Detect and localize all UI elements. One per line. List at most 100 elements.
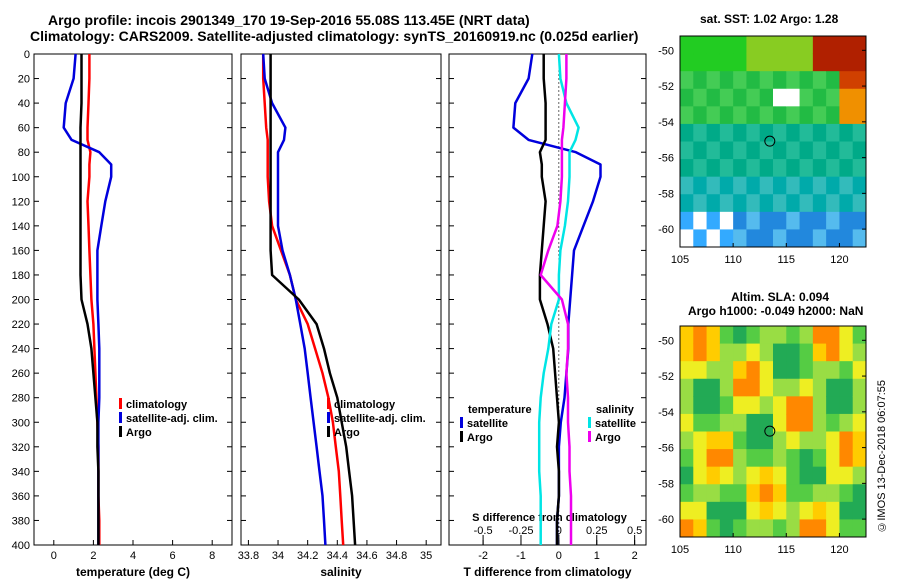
temperature-tick-label: 0 bbox=[51, 550, 57, 562]
sst-map-cell bbox=[773, 106, 787, 125]
sla-map-cell bbox=[786, 431, 801, 450]
sla-map-cell bbox=[826, 431, 840, 450]
sla-map-cell bbox=[680, 519, 694, 538]
sst-map-cell bbox=[852, 176, 867, 195]
sla-map-cell bbox=[759, 343, 774, 362]
sla-map-cell bbox=[719, 343, 734, 362]
depth-tick-label: 400 bbox=[12, 540, 30, 552]
sla-map-cell bbox=[733, 484, 747, 503]
sst-map-cell bbox=[799, 88, 814, 107]
sst-map-cell bbox=[693, 53, 708, 72]
depth-tick-label: 160 bbox=[12, 245, 30, 257]
sst-map-cell bbox=[693, 194, 708, 213]
sla-map-cell bbox=[680, 431, 694, 450]
sla-map-cell bbox=[680, 413, 694, 432]
sst-map-cell bbox=[706, 71, 721, 90]
sla-map-cell bbox=[719, 501, 734, 520]
sst-map-cell bbox=[719, 141, 734, 160]
difference-axis-label: T difference from climatology bbox=[463, 565, 631, 579]
sst-map-cell bbox=[680, 211, 694, 230]
sla-map-cell bbox=[759, 501, 774, 520]
depth-tick-label: 340 bbox=[12, 466, 30, 478]
sla-map-cell bbox=[706, 378, 721, 397]
sla-map-cell bbox=[733, 431, 747, 450]
sst-map-cell bbox=[706, 176, 721, 195]
sst-map-cell bbox=[799, 211, 814, 230]
legend-temperature-title: temperature bbox=[468, 404, 532, 416]
sla-map-cell bbox=[826, 413, 840, 432]
salinity-tick-label: 34.2 bbox=[297, 550, 318, 562]
sla-map-cell bbox=[719, 396, 734, 415]
sla-map-cell bbox=[706, 501, 721, 520]
sst-map-cell bbox=[826, 229, 840, 248]
sst-map-cell bbox=[773, 36, 787, 55]
sla-map-cell bbox=[706, 343, 721, 362]
sdiff-tick-label: 0.25 bbox=[586, 525, 607, 537]
sla-map-cell bbox=[839, 449, 854, 468]
sst-map-cell bbox=[786, 229, 801, 248]
sla-map-cell bbox=[680, 449, 694, 468]
sst-map-cell bbox=[786, 36, 801, 55]
sla-lat-label: -56 bbox=[658, 443, 674, 455]
sla-map-cell bbox=[759, 431, 774, 450]
salinity-tick-label: 35 bbox=[420, 550, 432, 562]
sla-map-cell bbox=[693, 326, 708, 345]
sla-map-cell bbox=[812, 449, 827, 468]
sla-map-cell bbox=[799, 431, 814, 450]
depth-tick-label: 100 bbox=[12, 172, 30, 184]
difference-series-4 bbox=[539, 54, 573, 545]
sla-lat-label: -60 bbox=[658, 514, 674, 526]
sla-map-cell bbox=[719, 361, 734, 380]
temperature-tick-label: 6 bbox=[170, 550, 176, 562]
sst-map-cell bbox=[680, 176, 694, 195]
sla-lat-label: -54 bbox=[658, 407, 674, 419]
sla-map-title-1: Altim. SLA: 0.094 bbox=[731, 290, 830, 304]
sla-map-cell bbox=[852, 413, 867, 432]
sst-map-cell bbox=[773, 159, 787, 178]
sst-map-cell bbox=[759, 159, 774, 178]
sst-map-cell bbox=[719, 71, 734, 90]
sst-map-cell bbox=[719, 176, 734, 195]
sst-map-cell bbox=[759, 106, 774, 125]
sst-map-cell bbox=[826, 36, 840, 55]
sst-map-cell bbox=[826, 53, 840, 72]
sla-map-cell bbox=[773, 396, 787, 415]
sla-map-cell bbox=[773, 501, 787, 520]
sdiff-tick-label: -0.25 bbox=[508, 525, 533, 537]
sla-map-cell bbox=[786, 343, 801, 362]
salinity-legend-swatch bbox=[327, 412, 330, 423]
sla-map-cell bbox=[733, 449, 747, 468]
sla-map-cell bbox=[799, 361, 814, 380]
sla-map-cell bbox=[812, 484, 827, 503]
sst-map-cell bbox=[759, 229, 774, 248]
sla-map-cell bbox=[826, 396, 840, 415]
sst-map-cell bbox=[706, 211, 721, 230]
sla-map-cell bbox=[746, 449, 761, 468]
sst-map-cell bbox=[693, 71, 708, 90]
sst-map-cell bbox=[826, 159, 840, 178]
sla-map-cell bbox=[852, 431, 867, 450]
sst-map-cell bbox=[826, 123, 840, 142]
sla-map-cell bbox=[693, 378, 708, 397]
sst-map-cell bbox=[693, 229, 708, 248]
sst-map-cell bbox=[786, 71, 801, 90]
sla-map-cell bbox=[773, 361, 787, 380]
sla-map-cell bbox=[839, 378, 854, 397]
sla-map-cell bbox=[826, 484, 840, 503]
sst-map-cell bbox=[852, 71, 867, 90]
sst-map-cell bbox=[759, 53, 774, 72]
sst-map-cell bbox=[759, 176, 774, 195]
sst-map-cell bbox=[852, 106, 867, 125]
tdiff-tick-label: -1 bbox=[516, 550, 526, 562]
sst-map-cell bbox=[759, 123, 774, 142]
sst-map-cell bbox=[852, 123, 867, 142]
sst-map-cell bbox=[786, 106, 801, 125]
depth-tick-label: 140 bbox=[12, 221, 30, 233]
sst-map-cell bbox=[746, 106, 761, 125]
sla-map-cell bbox=[786, 413, 801, 432]
depth-tick-label: 180 bbox=[12, 270, 30, 282]
sst-map-cell bbox=[826, 71, 840, 90]
sla-map bbox=[680, 326, 867, 538]
sst-lon-label: 115 bbox=[778, 254, 796, 266]
sla-map-cell bbox=[759, 466, 774, 485]
